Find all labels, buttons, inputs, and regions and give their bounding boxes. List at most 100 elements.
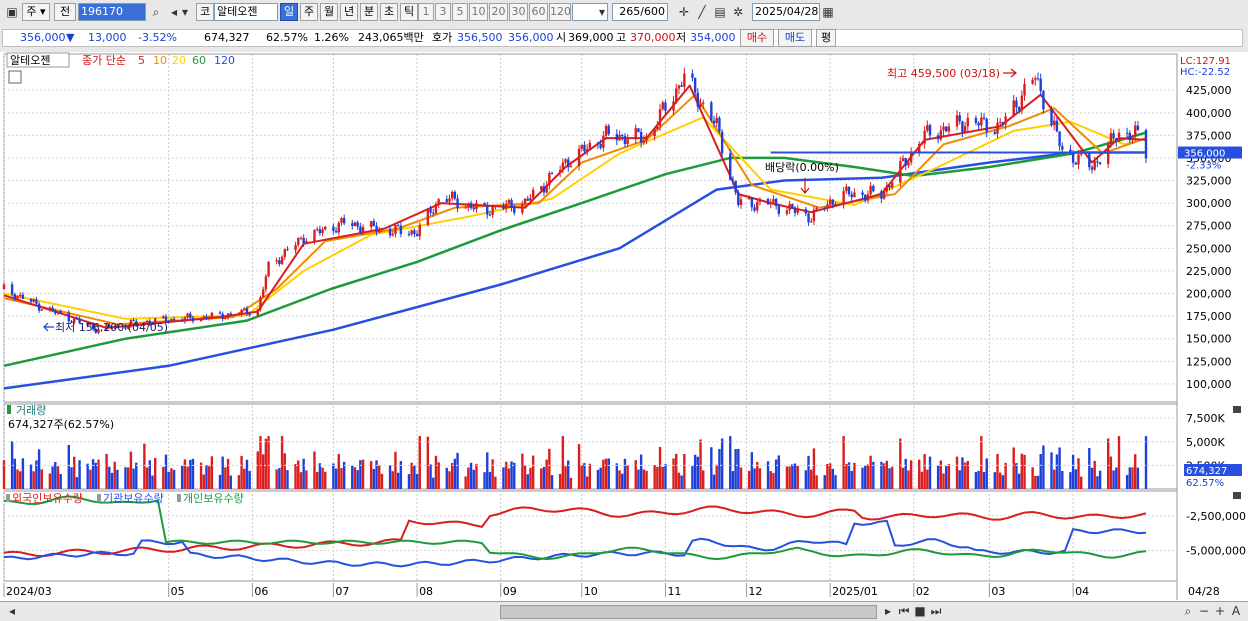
candle-body [623, 136, 627, 145]
volume-bar [993, 472, 997, 489]
period-button[interactable]: 일 [280, 3, 298, 21]
volume-bar [29, 464, 33, 489]
candle-body [321, 229, 324, 234]
speaker-icon[interactable]: ◂ [170, 5, 178, 19]
volume-bar [486, 452, 489, 489]
volume-bar [113, 461, 116, 489]
low-value: 354,000 [690, 31, 736, 44]
volume-bar [218, 474, 222, 489]
y-tick-label: 400,000 [1186, 107, 1232, 120]
interval-button[interactable]: 60 [529, 3, 548, 21]
prev-button[interactable]: 전 [54, 3, 76, 21]
candle-body [332, 226, 335, 231]
volume-bar [396, 472, 400, 489]
candle-body [958, 115, 961, 122]
volume-bar [164, 454, 168, 489]
volume-bar [153, 457, 157, 489]
text-size-icon[interactable]: A [1231, 604, 1241, 618]
zoom-in-icon[interactable]: + [1214, 604, 1226, 618]
scroll-left-icon[interactable]: ◂ [8, 604, 16, 618]
volume-bar [1074, 469, 1078, 489]
interval-button[interactable]: 1 [418, 3, 434, 21]
candle-body [1131, 136, 1134, 141]
search-icon[interactable]: ⌕ [152, 5, 160, 19]
stock-chart[interactable]: 2024/03 05 06 07 08 09 10 11 12 2025/01 02 03 04 04/2… [0, 52, 1248, 602]
chart-scroll-bar[interactable]: ◂ ▸ ⏮ ■ ⏭ ⌕ − + A [0, 601, 1248, 621]
scroll-right-icon[interactable]: ▸ [884, 604, 892, 618]
candle-body [180, 319, 184, 322]
interval-button[interactable]: 30 [509, 3, 528, 21]
volume-bar [869, 455, 872, 489]
candle-body [283, 249, 286, 257]
volume-axis-label: 7,500K [1186, 412, 1225, 425]
scroll-thumb[interactable] [500, 605, 877, 619]
date-field[interactable]: 2025/04/28 [752, 3, 820, 21]
candle-body [132, 320, 135, 322]
candle-body [475, 202, 478, 210]
chevron-down-icon[interactable]: ▾ [598, 5, 606, 19]
candle-body [939, 130, 943, 140]
stock-name-field[interactable]: 알테오젠 [214, 3, 278, 21]
candle-body [191, 317, 195, 322]
candle-body [513, 207, 516, 213]
candle-body [804, 209, 808, 214]
zoom-icon[interactable]: ⌕ [1184, 604, 1192, 618]
forward-icon[interactable]: ⏭ [930, 604, 942, 618]
chart-area[interactable]: 2024/03 05 06 07 08 09 10 11 12 2025/01 02 03 04 04/2… [0, 52, 1248, 602]
period-button[interactable]: 초 [380, 3, 398, 21]
candle-body [305, 240, 308, 244]
interval-button[interactable]: 120 [549, 3, 571, 21]
code-input[interactable]: 196170 [78, 3, 146, 21]
candle-body [796, 209, 799, 213]
candle-body [318, 229, 322, 234]
period-button[interactable]: 분 [360, 3, 378, 21]
volume-bar [1020, 453, 1024, 489]
volume-bar [369, 461, 373, 489]
candle-body [297, 238, 300, 246]
window-icon[interactable]: ▣ [6, 5, 18, 19]
volume-bar [945, 466, 948, 489]
candle-body [167, 321, 170, 323]
volume-bar [853, 462, 856, 489]
line-tool-icon[interactable]: ╱ [698, 5, 706, 19]
candle-body [928, 125, 932, 136]
interval-input[interactable] [572, 3, 608, 21]
buy-button[interactable]: 매수 [740, 29, 774, 47]
rewind-icon[interactable]: ⏮ [898, 604, 910, 618]
save-icon[interactable]: ▤ [714, 5, 726, 19]
period-button[interactable]: 틱 [400, 3, 418, 21]
market-select[interactable]: 주 ▾ [22, 3, 50, 21]
gear-icon[interactable]: ✲ [732, 5, 744, 19]
zoom-out-icon[interactable]: − [1198, 604, 1210, 618]
interval-button[interactable]: 3 [435, 3, 451, 21]
volume-bar [963, 462, 967, 489]
sell-button[interactable]: 매도 [778, 29, 812, 47]
period-button[interactable]: 주 [300, 3, 318, 21]
candle-body [993, 131, 997, 134]
volume-bar [918, 459, 921, 489]
volume-bar [48, 473, 52, 489]
volume-bar [1117, 436, 1121, 489]
volume-bar [1098, 470, 1102, 489]
volume-bar [13, 458, 16, 489]
interval-button[interactable]: 20 [489, 3, 508, 21]
period-button[interactable]: 월 [320, 3, 338, 21]
count-field[interactable]: 265/600 [612, 3, 668, 21]
chevron-down-icon[interactable]: ▾ [181, 5, 189, 19]
volume-bar [947, 464, 951, 489]
legend-name: 알테오젠 [10, 53, 50, 67]
calendar-icon[interactable]: ▦ [822, 5, 834, 19]
interval-button[interactable]: 5 [452, 3, 468, 21]
crosshair-icon[interactable]: ✛ [678, 5, 690, 19]
candle-body [448, 198, 451, 202]
candle-body [91, 324, 95, 330]
stop-icon[interactable]: ■ [914, 604, 926, 618]
period-button[interactable]: 년 [340, 3, 358, 21]
candle-body [634, 128, 637, 140]
eval-button[interactable]: 평 [816, 29, 836, 47]
interval-button[interactable]: 10 [469, 3, 488, 21]
candle-body [1136, 125, 1140, 131]
volume-bar [105, 453, 108, 489]
volume-bar [1017, 473, 1021, 489]
